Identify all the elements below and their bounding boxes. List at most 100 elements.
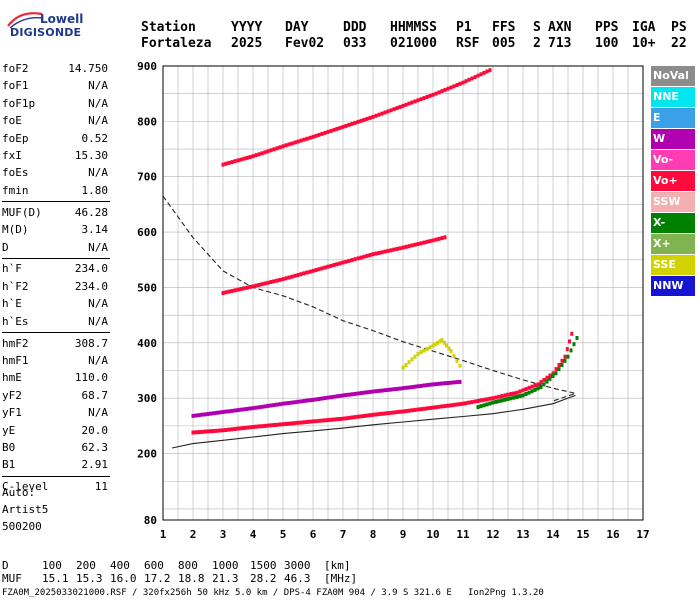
echo-mark (563, 354, 567, 359)
param-value: N/A (88, 114, 108, 128)
echo-mark (374, 412, 378, 417)
profile-line (162, 195, 578, 402)
distance-cell: D (2, 559, 9, 572)
echo-mark (200, 429, 204, 434)
echo-mark (458, 402, 462, 407)
echo-mark (416, 351, 420, 356)
echo-mark (515, 390, 519, 395)
echo-mark (305, 398, 309, 403)
echo-mark (434, 405, 438, 410)
echo-mark (407, 360, 411, 365)
x-tick-label: 4 (250, 528, 257, 541)
echo-mark (476, 405, 480, 410)
muf-cell: 17.2 (144, 572, 171, 585)
echo-mark (332, 263, 336, 267)
echo-mark (503, 393, 507, 398)
echo-mark (356, 391, 360, 396)
echo-mark (539, 385, 543, 390)
param-row: h`Es N/A (2, 313, 108, 330)
echo-mark (305, 270, 309, 275)
param-row: B1 2.91 (2, 456, 108, 473)
echo-mark (311, 419, 315, 424)
echo-mark (251, 284, 255, 289)
echo-mark (308, 269, 312, 274)
echo-mark (359, 414, 363, 419)
echo-mark (320, 131, 324, 136)
echo-mark (248, 425, 252, 430)
echo-mark (290, 274, 294, 279)
echo-mark (458, 379, 462, 384)
echo-mark (257, 424, 261, 429)
echo-mark (485, 69, 489, 74)
echo-mark (470, 76, 474, 81)
echo-mark (416, 98, 420, 103)
echo-mark (332, 417, 336, 422)
echo-mark (554, 367, 558, 372)
echo-mark (368, 253, 372, 258)
param-value: N/A (88, 353, 108, 367)
echo-mark (536, 386, 540, 391)
echo-mark (242, 407, 246, 412)
echo-mark (320, 418, 324, 423)
param-value: 308.7 (74, 336, 108, 350)
echo-mark (239, 287, 243, 291)
echo-mark (410, 100, 414, 105)
echo-mark (311, 268, 315, 273)
echo-mark (314, 419, 318, 424)
echo-mark (224, 409, 228, 414)
echo-mark (392, 387, 396, 392)
echo-mark (533, 387, 537, 392)
echo-mark (449, 85, 453, 90)
echo-mark (557, 363, 561, 367)
echo-mark (323, 130, 327, 135)
echo-mark (425, 406, 429, 411)
param-row: B0 62.3 (2, 439, 108, 456)
echo-mark (536, 382, 540, 387)
x-tick-label: 2 (190, 528, 197, 541)
echo-mark (551, 374, 555, 378)
echo-mark (524, 387, 528, 392)
param-row: foE N/A (2, 112, 108, 129)
echo-mark (278, 422, 282, 427)
echo-mark (479, 72, 483, 77)
header-label-10: IGA (632, 20, 656, 35)
y-tick-label: 500 (137, 281, 157, 294)
param-value: N/A (88, 406, 108, 420)
file-info-footer: FZA0M_2025033021000.RSF / 320fx256h 50 k… (2, 588, 544, 598)
echo-mark (488, 396, 492, 401)
echo-mark (344, 259, 348, 264)
x-tick-label: 8 (370, 528, 377, 541)
echo-mark (389, 410, 393, 415)
y-tick-label: 80 (144, 514, 157, 527)
echo-mark (209, 411, 213, 416)
param-row: fmin 1.80 (2, 182, 108, 199)
echo-mark (407, 101, 411, 106)
param-row: hmF1 N/A (2, 352, 108, 369)
echo-mark (341, 124, 345, 129)
echo-mark (215, 428, 219, 433)
echo-mark (548, 373, 552, 378)
echo-mark (278, 145, 282, 150)
echo-mark (254, 153, 258, 158)
param-value: N/A (88, 79, 108, 93)
logo-swoosh-icon (7, 12, 43, 29)
echo-mark (251, 154, 255, 159)
echo-mark (368, 115, 372, 120)
param-name: C-level (2, 480, 49, 494)
echo-mark (230, 408, 234, 413)
param-value: 11 (94, 480, 108, 494)
logo-line1: Lowell (40, 12, 84, 26)
echo-mark (431, 343, 435, 348)
param-row: M(D) 3.14 (2, 221, 108, 238)
echo-mark (341, 260, 345, 265)
echo-mark (410, 408, 414, 413)
echo-mark (563, 358, 567, 363)
param-value: 234.0 (74, 262, 108, 276)
muf-cell: MUF (2, 572, 22, 585)
echo-mark (455, 358, 459, 363)
echo-mark (548, 376, 552, 381)
echo-mark (209, 429, 213, 434)
echo-mark (440, 338, 444, 343)
param-row: hmE 110.0 (2, 369, 108, 386)
